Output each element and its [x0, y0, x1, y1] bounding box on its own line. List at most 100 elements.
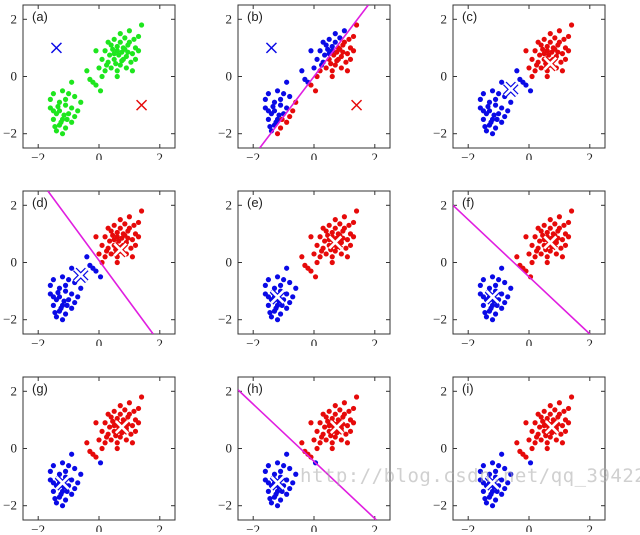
y-tick-label: −2 [218, 126, 232, 141]
data-point [341, 28, 347, 34]
data-point [273, 491, 279, 497]
data-point [480, 480, 486, 486]
data-point [547, 225, 553, 231]
data-point [523, 234, 529, 240]
data-point [332, 411, 338, 417]
data-point [111, 51, 117, 57]
data-point [102, 234, 108, 240]
data-point [284, 79, 290, 85]
data-point [317, 440, 323, 446]
data-point [102, 68, 108, 74]
data-point [534, 62, 540, 68]
data-point [483, 128, 490, 134]
data-point [492, 311, 499, 317]
data-point [514, 254, 520, 260]
x-tick-label: 2 [157, 336, 164, 346]
data-point [62, 497, 69, 503]
data-point [558, 245, 564, 251]
data-point [108, 65, 114, 71]
data-point [107, 52, 113, 58]
data-point [492, 497, 499, 503]
x-tick-label: −2 [461, 336, 475, 346]
data-point [62, 96, 69, 102]
data-point [532, 48, 538, 54]
data-point [499, 265, 505, 271]
data-point [541, 51, 547, 57]
centroid-stroke [265, 42, 277, 54]
y-tick-label: 0 [226, 441, 233, 456]
centroid-fill [543, 235, 558, 250]
data-point [483, 500, 490, 506]
data-point [344, 440, 351, 446]
data-point [323, 65, 329, 71]
data-point [265, 488, 271, 494]
data-point [66, 91, 72, 97]
panel-f: −2 0 2 −2 0 2 (f) [430, 186, 630, 346]
data-point [104, 248, 110, 254]
x-tick-label: −2 [246, 522, 260, 532]
data-point [535, 225, 541, 231]
x-tick-label: −2 [246, 150, 260, 160]
data-point [262, 468, 268, 474]
data-point [346, 222, 352, 228]
data-point [138, 208, 145, 214]
data-point [529, 73, 535, 80]
data-point [488, 305, 494, 311]
data-point [126, 400, 132, 406]
data-point [125, 235, 131, 241]
data-point [128, 431, 134, 437]
data-point [56, 108, 63, 114]
data-point [322, 238, 328, 244]
data-point [135, 405, 142, 412]
data-point [329, 43, 335, 50]
centroid-stroke [351, 99, 363, 111]
data-point [117, 434, 123, 440]
data-point [317, 48, 323, 54]
data-point [58, 305, 64, 311]
data-point [353, 208, 360, 214]
data-point [346, 36, 352, 42]
data-point [350, 234, 357, 240]
data-point [305, 265, 311, 271]
data-point [488, 491, 494, 497]
data-point [135, 219, 142, 226]
data-point [505, 294, 511, 300]
data-point [340, 414, 346, 420]
data-point [47, 468, 53, 474]
data-point [290, 108, 296, 114]
data-point [114, 68, 120, 74]
data-point [565, 219, 572, 226]
centroid-fill [73, 268, 88, 283]
data-point [332, 248, 338, 254]
data-point [559, 423, 566, 429]
data-point [50, 302, 57, 308]
data-point [559, 68, 566, 74]
data-point [105, 411, 111, 417]
data-point [284, 451, 290, 457]
data-point [562, 242, 569, 248]
y-tick-label: 2 [226, 197, 233, 212]
data-point [325, 232, 331, 238]
data-point [66, 463, 72, 469]
data-point [552, 407, 558, 413]
data-point [284, 291, 290, 297]
data-point [523, 48, 529, 54]
data-point [97, 274, 104, 280]
panel-label: (c) [462, 9, 477, 24]
data-point [480, 302, 486, 308]
data-point [565, 405, 572, 412]
data-point [347, 428, 354, 434]
data-point [477, 96, 483, 102]
data-point [114, 440, 120, 446]
data-point [544, 259, 550, 266]
data-point [496, 277, 502, 283]
y-tick-label: 2 [11, 197, 18, 212]
data-point [535, 39, 541, 45]
data-point [126, 28, 132, 34]
data-point [314, 428, 320, 434]
x-tick-label: 2 [372, 522, 379, 532]
centroid-cross-icon [265, 42, 277, 54]
data-point [499, 477, 505, 483]
data-point [526, 437, 532, 443]
